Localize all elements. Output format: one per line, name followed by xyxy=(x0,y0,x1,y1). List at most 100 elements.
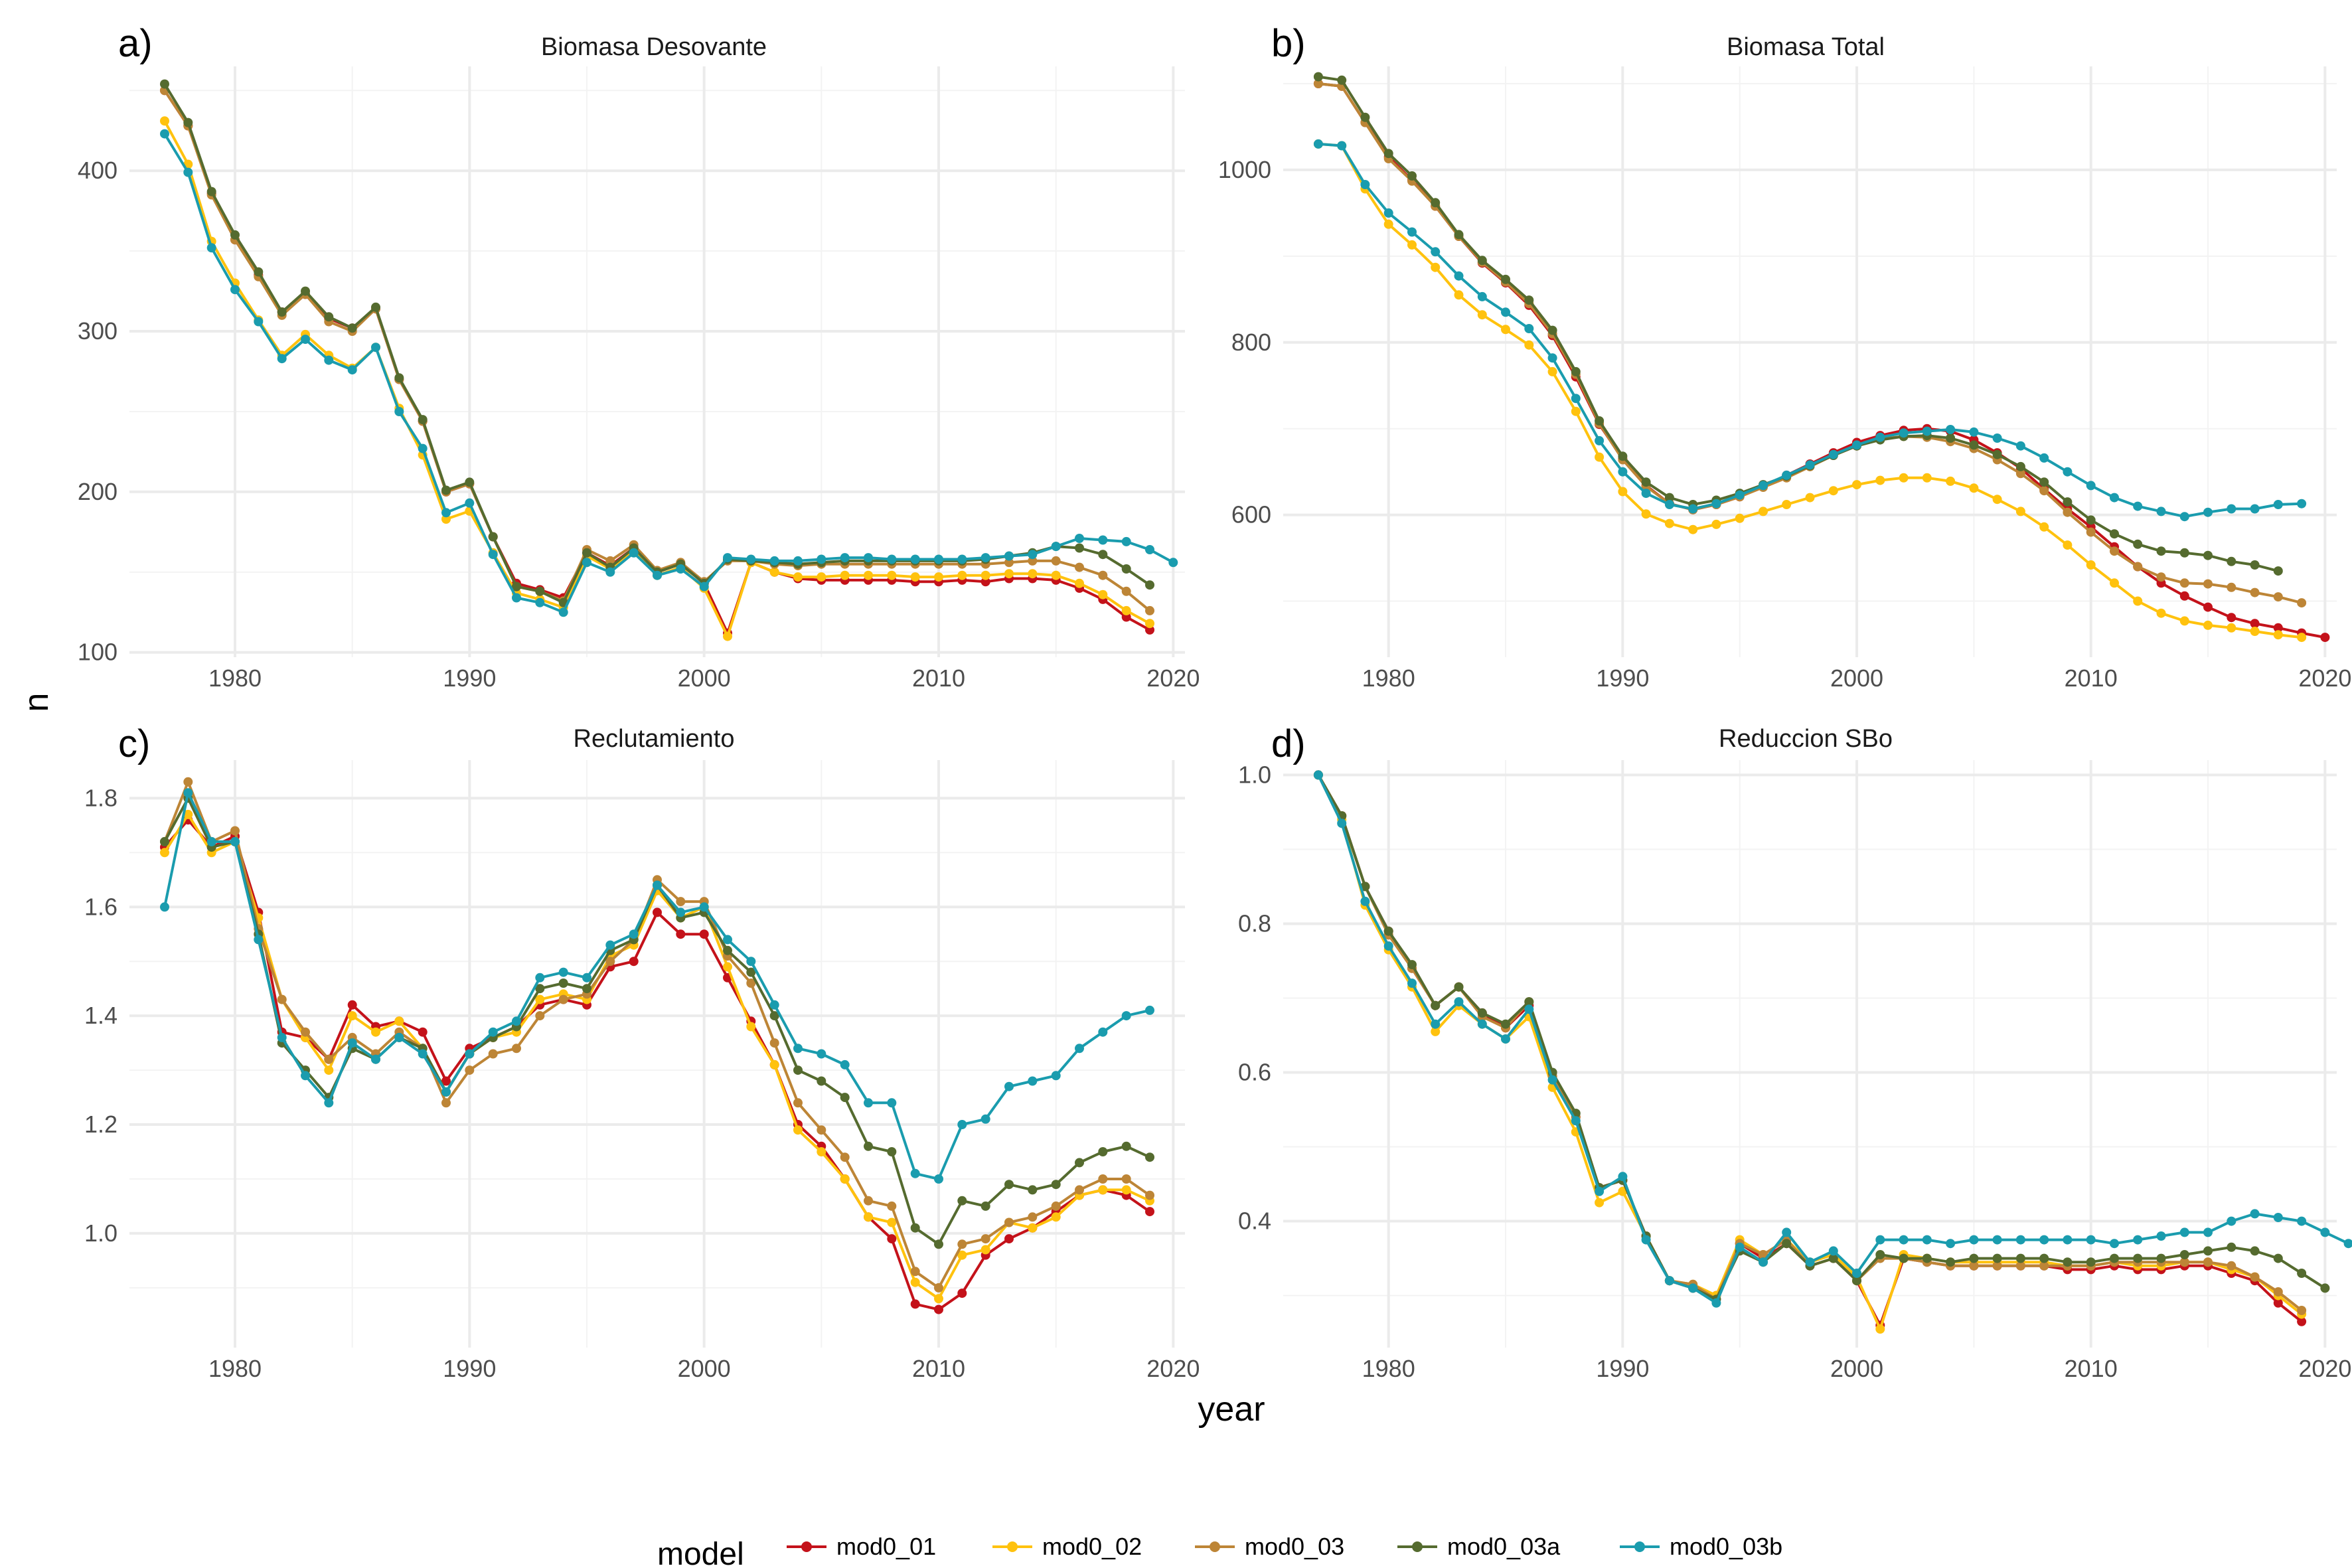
data-point-mod0_03b xyxy=(864,1098,873,1108)
data-point-mod0_03a xyxy=(277,307,287,317)
data-point-mod0_03b xyxy=(2063,467,2073,477)
data-point-mod0_03b xyxy=(371,1054,380,1064)
data-point-mod0_03b xyxy=(488,550,498,560)
data-point-mod0_02 xyxy=(183,809,193,819)
data-point-mod0_03a xyxy=(1946,1257,1956,1267)
data-point-mod0_02 xyxy=(2227,623,2236,633)
legend-label-mod0_03b: mod0_03b xyxy=(1670,1533,1782,1560)
data-point-mod0_03b xyxy=(1759,481,1768,491)
panel-a-ticks: 1980 1990 2000 2010 2020 100 200 300 400 xyxy=(78,157,1200,692)
data-point-mod0_03b xyxy=(1454,997,1464,1007)
x-tick-label: 1980 xyxy=(1362,1355,1415,1382)
data-point-mod0_03a xyxy=(1075,1158,1084,1168)
data-point-mod0_03b xyxy=(2297,499,2307,509)
data-point-mod0_03b xyxy=(206,836,216,846)
data-point-mod0_03b xyxy=(1618,1172,1628,1182)
data-point-mod0_03b xyxy=(230,285,240,295)
data-point-mod0_03b xyxy=(1051,1071,1061,1081)
data-point-mod0_03b xyxy=(1641,1235,1651,1245)
data-point-mod0_03b xyxy=(1313,770,1323,780)
data-point-mod0_01 xyxy=(2297,1316,2307,1326)
data-point-mod0_02 xyxy=(793,1125,803,1135)
x-tick-label: 2010 xyxy=(912,665,965,692)
data-point-mod0_02 xyxy=(1875,1324,1885,1334)
data-point-mod0_03b xyxy=(277,1032,287,1042)
data-point-mod0_03b xyxy=(206,243,216,253)
data-point-mod0_02 xyxy=(1501,325,1510,335)
data-point-mod0_03a xyxy=(2039,477,2049,487)
data-point-mod0_03b xyxy=(1946,425,1956,434)
data-point-mod0_03b xyxy=(1431,247,1441,257)
data-point-mod0_03a xyxy=(1664,493,1674,503)
data-point-mod0_03b xyxy=(512,593,521,603)
data-point-mod0_03a xyxy=(1501,1019,1510,1029)
data-point-mod0_03b xyxy=(1782,1227,1792,1237)
data-point-mod0_03b xyxy=(1946,1239,1956,1249)
data-point-mod0_03a xyxy=(535,586,545,596)
data-point-mod0_03 xyxy=(1969,1261,1979,1271)
data-point-mod0_03 xyxy=(934,1283,943,1293)
data-point-mod0_03 xyxy=(2156,572,2166,582)
data-point-mod0_03 xyxy=(2203,579,2213,589)
panel-d-ticks: 1980 1990 2000 2010 2020 0.4 0.6 0.8 1.0 xyxy=(1238,761,2351,1382)
data-point-mod0_01 xyxy=(1145,625,1154,635)
data-point-mod0_03b xyxy=(1688,504,1698,514)
data-point-mod0_02 xyxy=(1098,1185,1108,1195)
data-point-mod0_03b xyxy=(1571,394,1581,404)
data-point-mod0_03 xyxy=(1145,1190,1154,1200)
data-point-mod0_03a xyxy=(1098,1147,1108,1156)
y-tick-label: 0.6 xyxy=(1238,1059,1271,1086)
data-point-mod0_03b xyxy=(2015,441,2025,451)
data-point-mod0_03 xyxy=(1028,1212,1038,1222)
data-point-mod0_03 xyxy=(1051,556,1061,566)
data-point-mod0_03b xyxy=(1875,1235,1885,1245)
data-point-mod0_03b xyxy=(1547,353,1557,363)
data-point-mod0_03 xyxy=(1004,1217,1014,1227)
data-point-mod0_03a xyxy=(1641,477,1651,487)
x-tick-label: 1980 xyxy=(1362,665,1415,692)
data-point-mod0_02 xyxy=(441,514,451,524)
data-point-mod0_03b xyxy=(465,1049,475,1059)
x-tick-label: 1990 xyxy=(1596,665,1649,692)
data-point-mod0_02 xyxy=(957,570,967,580)
y-tick-label: 1.4 xyxy=(84,1002,118,1029)
data-point-mod0_02 xyxy=(2133,596,2143,606)
data-point-mod0_03a xyxy=(1547,325,1557,335)
legend-label-mod0_01: mod0_01 xyxy=(836,1533,936,1560)
data-point-mod0_03b xyxy=(746,554,756,564)
data-point-mod0_03a xyxy=(957,1196,967,1206)
data-point-mod0_03a xyxy=(1454,982,1464,992)
data-point-mod0_03 xyxy=(183,777,193,787)
panel-c-tag: c) xyxy=(118,722,150,765)
data-point-mod0_03b xyxy=(864,553,873,563)
data-point-mod0_02 xyxy=(1688,524,1698,534)
data-point-mod0_03b xyxy=(301,1071,310,1081)
data-point-mod0_03a xyxy=(160,79,169,89)
data-point-mod0_02 xyxy=(1922,473,1932,483)
data-point-mod0_03a xyxy=(1782,1239,1792,1249)
data-point-mod0_03 xyxy=(1075,1185,1084,1195)
data-point-mod0_03b xyxy=(1360,896,1370,906)
data-point-mod0_03b xyxy=(769,1000,779,1010)
data-point-mod0_01 xyxy=(1121,612,1131,622)
data-point-mod0_03a xyxy=(1969,1253,1979,1263)
y-tick-label: 0.4 xyxy=(1238,1208,1271,1235)
data-point-mod0_02 xyxy=(1992,495,2002,505)
panel-a-tag: a) xyxy=(118,22,153,65)
data-point-mod0_03 xyxy=(957,1239,967,1249)
data-point-mod0_03b xyxy=(2179,1227,2189,1237)
panel-b-grid xyxy=(1283,66,2337,657)
x-tick-label: 1990 xyxy=(1596,1355,1649,1382)
data-point-mod0_02 xyxy=(1805,493,1815,503)
data-point-mod0_03b xyxy=(230,836,240,846)
data-point-mod0_03a xyxy=(512,582,521,591)
data-point-mod0_03b xyxy=(1618,467,1628,477)
data-point-mod0_03 xyxy=(1759,1250,1768,1259)
data-point-mod0_03 xyxy=(2039,486,2049,496)
x-tick-label: 2020 xyxy=(2298,1355,2351,1382)
data-point-mod0_02 xyxy=(2273,630,2283,640)
data-point-mod0_03b xyxy=(910,1168,920,1178)
data-point-mod0_03a xyxy=(183,118,193,127)
data-point-mod0_03a xyxy=(1051,1180,1061,1190)
